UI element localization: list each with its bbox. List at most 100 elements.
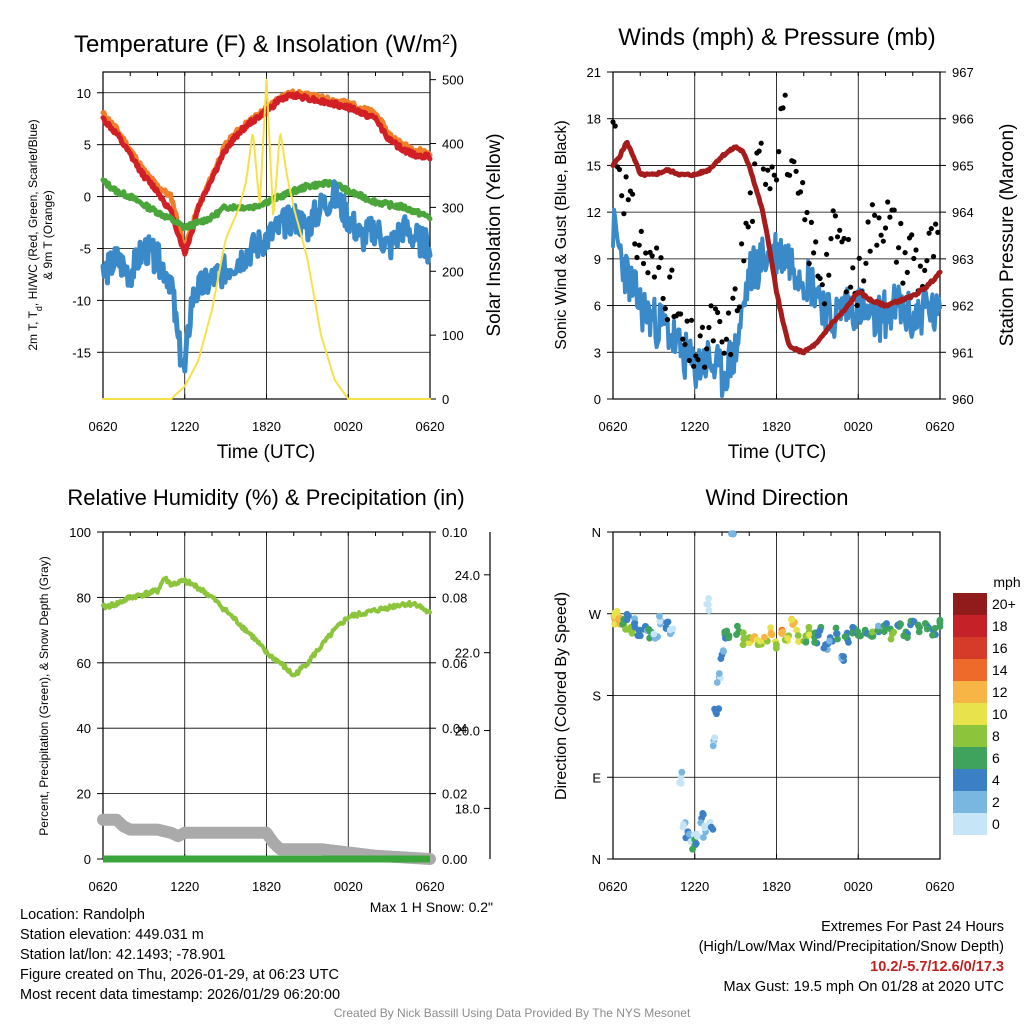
gust-point	[725, 310, 732, 316]
gust-point	[680, 336, 686, 342]
gust-point	[656, 264, 662, 270]
direction-point	[845, 639, 852, 646]
gust-point	[636, 242, 642, 248]
gust-point	[719, 339, 725, 345]
y2-tick-label: 967	[952, 65, 974, 80]
direction-point	[767, 629, 775, 637]
recent-text: Most recent data timestamp: 2026/01/29 0…	[20, 987, 341, 1003]
direction-point	[705, 607, 713, 614]
gust-point	[625, 197, 631, 203]
y2-tick-label: 0.10	[442, 525, 467, 540]
gust-point	[691, 363, 697, 369]
gust-point	[776, 149, 782, 155]
x-tick-label: 0020	[844, 879, 873, 894]
direction-point	[734, 622, 741, 630]
direction-point	[840, 653, 847, 660]
gust-point	[900, 280, 906, 286]
gust-point	[741, 258, 747, 264]
y-axis-label: Direction (Colored By Speed)	[553, 592, 570, 800]
x-tick-label: 1220	[170, 879, 199, 894]
colorbar-swatch	[953, 813, 987, 835]
direction-point	[805, 623, 813, 631]
gust-point	[730, 295, 736, 301]
gust-point	[832, 213, 839, 219]
x-tick-label: 1220	[680, 419, 709, 434]
gust-point	[876, 215, 882, 221]
y3-tick-label: 22.0	[455, 646, 480, 661]
x-tick-label: 0620	[416, 879, 445, 894]
gust-point	[697, 333, 703, 339]
gust-point	[861, 278, 867, 284]
direction-point	[854, 628, 861, 635]
gust-point	[828, 236, 834, 242]
y-tick-label: 12	[587, 205, 601, 220]
direction-point	[705, 595, 712, 602]
y-tick-label: -15	[72, 345, 91, 360]
y-tick-label: 3	[594, 345, 601, 360]
gust-point	[913, 247, 919, 253]
direction-point	[772, 644, 780, 652]
extremes-values: 10.2/-5.7/12.6/0/17.3	[870, 959, 1004, 975]
gust-point	[885, 199, 891, 205]
x-tick-label: 0620	[89, 879, 118, 894]
direction-point	[680, 821, 687, 828]
direction-point	[700, 834, 707, 841]
gust-point	[791, 159, 797, 165]
direction-point	[936, 619, 944, 627]
y-tick-label: N	[592, 852, 601, 867]
y-tick-label: S	[592, 689, 601, 704]
y2-tick-label: 0.02	[442, 787, 467, 802]
direction-point	[656, 612, 663, 620]
direction-point	[897, 620, 904, 628]
latlon-text: Station lat/lon: 42.1493; -78.901	[20, 947, 226, 963]
x-tick-label: 0020	[844, 419, 873, 434]
x-tick-label: 0620	[926, 419, 955, 434]
gust-point	[826, 272, 832, 278]
gust-point	[732, 286, 738, 292]
y2-tick-label: 100	[442, 328, 464, 343]
gust-point	[874, 242, 880, 248]
direction-point	[832, 624, 840, 632]
gust-point	[935, 229, 941, 235]
gust-point	[867, 248, 873, 254]
gust-point	[645, 270, 651, 276]
gust-point	[767, 186, 773, 192]
gust-point	[797, 189, 804, 195]
direction-point	[611, 609, 619, 617]
direction-point	[849, 623, 857, 631]
direction-point	[914, 621, 922, 629]
gust-point	[706, 324, 712, 331]
colorbar-swatch	[953, 703, 987, 725]
x-tick-label: 0620	[89, 419, 118, 434]
direction-point	[788, 616, 795, 624]
panel-title-temperature: Temperature (F) & Insolation (W/m2)	[74, 31, 458, 58]
y2-tick-label: 960	[952, 392, 974, 407]
gust-point	[708, 303, 714, 309]
direction-point	[874, 622, 882, 630]
gust-point	[765, 167, 771, 173]
y-tick-label: 0	[84, 190, 91, 205]
gust-point	[887, 214, 893, 220]
gust-point	[865, 219, 871, 225]
colorbar-label: 10	[992, 706, 1008, 722]
panel-title-direction: Wind Direction	[705, 485, 848, 510]
gust-point	[638, 228, 644, 234]
direction-point	[677, 780, 685, 787]
y2-tick-label: 0.06	[442, 656, 467, 671]
pressure-line	[610, 139, 943, 356]
direction-point	[811, 638, 818, 646]
y-axis-label: 2m T, Td, HI/WC (Red, Green, Scarlet/Blu…	[26, 119, 44, 350]
gust-point	[619, 193, 625, 199]
gust-point	[911, 255, 917, 262]
gust-point	[658, 255, 664, 261]
series-line-2	[100, 177, 433, 232]
direction-point	[805, 631, 813, 639]
created-text: Figure created on Thu, 2026-01-29, at 06…	[20, 967, 339, 983]
gust-point	[813, 239, 819, 245]
gust-point	[717, 318, 723, 325]
gust-point	[926, 230, 932, 236]
y-tick-label: 10	[77, 86, 91, 101]
extremes-heading: Extremes For Past 24 Hours	[821, 919, 1004, 935]
colorbar-label: 8	[992, 728, 1000, 744]
x-tick-label: 0620	[599, 419, 628, 434]
